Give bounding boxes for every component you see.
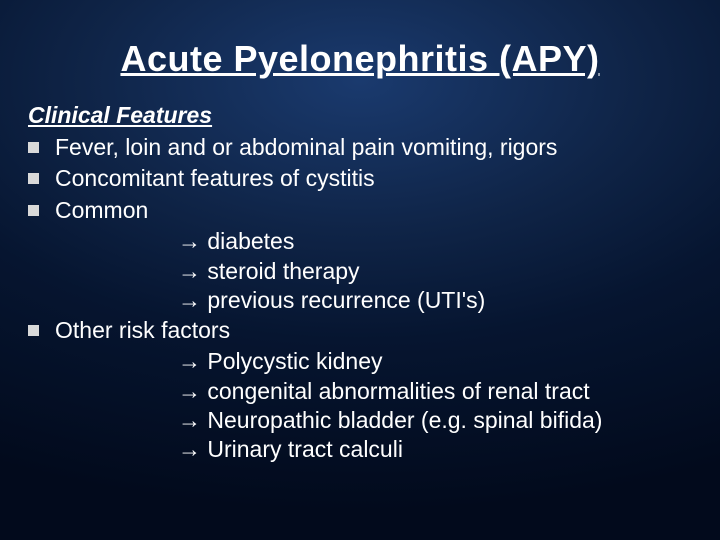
square-bullet-icon xyxy=(28,205,39,216)
bullet-item: Concomitant features of cystitis xyxy=(28,164,700,193)
square-bullet-icon xyxy=(28,173,39,184)
sub-item: → Neuropathic bladder (e.g. spinal bifid… xyxy=(28,406,700,435)
sub-item: → diabetes xyxy=(28,227,700,256)
subheading: Clinical Features xyxy=(28,102,700,129)
bullet-item: Common xyxy=(28,196,700,225)
slide-content: Clinical Features Fever, loin and or abd… xyxy=(0,102,720,465)
sub-item: → congenital abnormalities of renal trac… xyxy=(28,377,700,406)
bullet-item: Other risk factors xyxy=(28,316,700,345)
slide-title: Acute Pyelonephritis (APY) xyxy=(0,0,720,102)
bullet-text: Common xyxy=(55,196,148,225)
sub-item: → steroid therapy xyxy=(28,257,700,286)
square-bullet-icon xyxy=(28,325,39,336)
bullet-text: Fever, loin and or abdominal pain vomiti… xyxy=(55,133,557,162)
bullet-text: Concomitant features of cystitis xyxy=(55,164,375,193)
sub-item: → Polycystic kidney xyxy=(28,347,700,376)
square-bullet-icon xyxy=(28,142,39,153)
bullet-text: Other risk factors xyxy=(55,316,230,345)
sub-item: → Urinary tract calculi xyxy=(28,435,700,464)
bullet-item: Fever, loin and or abdominal pain vomiti… xyxy=(28,133,700,162)
slide: Acute Pyelonephritis (APY) Clinical Feat… xyxy=(0,0,720,540)
sub-item: → previous recurrence (UTI's) xyxy=(28,286,700,315)
